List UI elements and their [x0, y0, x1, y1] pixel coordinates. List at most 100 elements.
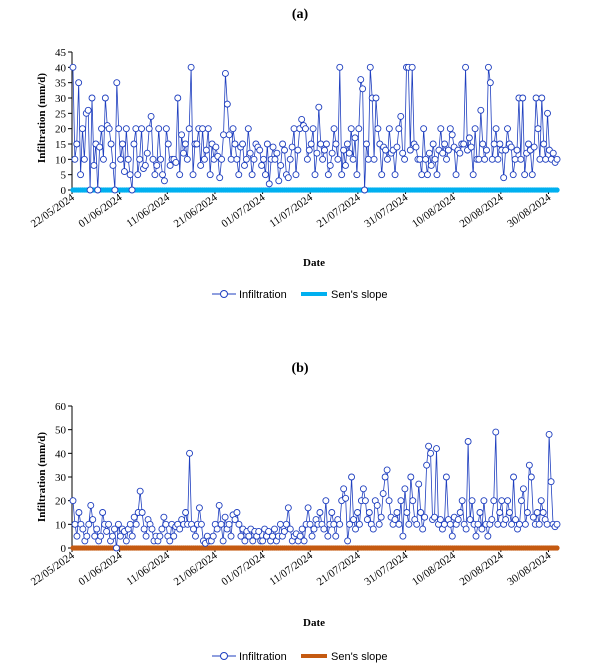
panel-a-infiltration-point	[372, 94, 380, 102]
panel-b-infiltration-point	[195, 504, 203, 512]
panel-b-infiltration-point	[97, 532, 105, 540]
panel-b-infiltration-point	[320, 525, 328, 533]
panel-b-x-tick-label: 30/08/2024	[505, 549, 553, 588]
panel-b-infiltration-point	[190, 525, 197, 533]
panel-a-infiltration-point	[128, 186, 136, 194]
panel-b-infiltration-point	[87, 501, 95, 509]
panel-b-infiltration-point	[421, 513, 429, 521]
panel-a-infiltration-point	[347, 125, 355, 133]
panel-a-x-axis-label: Date	[303, 257, 325, 269]
panel-a-infiltration-point	[479, 140, 487, 148]
panel-b-infiltration-point	[241, 537, 249, 545]
panel-b-infiltration-point	[512, 516, 519, 524]
panel-b-infiltration-point	[132, 520, 140, 528]
panel-a-infiltration-point	[98, 125, 105, 133]
panel-a-infiltration-point	[355, 125, 363, 133]
panel-a-infiltration-point	[193, 140, 201, 148]
panel-b-infiltration-point	[395, 520, 403, 528]
panel-a-y-tick-label: 15	[55, 139, 67, 151]
panel-a-infiltration-point	[422, 155, 429, 163]
panel-b-infiltration-point	[346, 520, 354, 528]
panel-a-infiltration-point	[307, 140, 315, 148]
panel-b-infiltration-point	[227, 532, 235, 540]
panel-a-infiltration-point	[71, 155, 79, 163]
panel-b-infiltration-point	[427, 449, 435, 457]
panel-a-infiltration-point	[397, 112, 405, 120]
panel-a-infiltration-point	[79, 125, 86, 133]
panel-a-infiltration-point	[290, 125, 298, 133]
panel-a-infiltration-point	[343, 140, 351, 148]
panel-b-infiltration-point	[490, 497, 498, 505]
panel-a-infiltration-point	[416, 155, 424, 163]
panel-b-infiltration-point	[539, 509, 547, 516]
panel-a-infiltration-point	[157, 155, 165, 163]
panel-b-y-tick-label: 20	[55, 496, 67, 508]
panel-a-infiltration-point	[427, 162, 435, 169]
panel-b-infiltration-point	[209, 532, 217, 540]
panel-a-infiltration-point	[538, 94, 546, 102]
panel-a-infiltration-point	[370, 155, 378, 163]
panel-a-infiltration-point	[107, 140, 115, 148]
panel-a-infiltration-point	[420, 125, 428, 133]
panel-b-infiltration-point	[356, 520, 363, 528]
panel-a-infiltration-point	[486, 79, 494, 87]
panel-b-infiltration-point	[409, 497, 417, 505]
panel-b-infiltration-point	[425, 442, 433, 450]
panel-b-x-tick-label: 11/07/2024	[267, 549, 315, 588]
panel-a-infiltration-point	[475, 155, 483, 163]
panel-a-infiltration-point	[256, 146, 264, 154]
panel-a-infiltration-point	[315, 103, 323, 111]
panel-b-x-axis-label: Date	[303, 617, 325, 629]
panel-b-infiltration-point	[446, 520, 454, 528]
panel-b-infiltration-point	[89, 516, 97, 524]
panel-b-infiltration-point	[496, 509, 504, 516]
panel-a-infiltration-point	[241, 162, 248, 169]
panel-a-infiltration-point	[212, 143, 220, 151]
panel-a-infiltration-point	[383, 155, 391, 163]
panel-a-infiltration-point	[519, 94, 527, 102]
panel-a-infiltration-point	[115, 125, 123, 133]
panel-b-infiltration-point	[122, 537, 130, 545]
panel-b-infiltration-point	[170, 532, 178, 540]
panel-b-infiltration-point	[136, 487, 144, 495]
panel-a-infiltration-point	[353, 171, 361, 179]
panel-a-infiltration-point	[292, 171, 300, 179]
panel-b-infiltration-point	[245, 532, 253, 540]
panel-a-infiltration-point	[206, 171, 214, 179]
panel-b-x-tick-label: 01/06/2024	[76, 549, 124, 588]
panel-b-infiltration-point	[336, 520, 344, 528]
panel-a-infiltration-point	[382, 146, 389, 154]
panel-a-infiltration-point	[90, 162, 98, 169]
panel-a-infiltration-point	[309, 125, 317, 133]
panel-a-infiltration-point	[239, 140, 247, 148]
panel-a-infiltration-point	[286, 155, 294, 163]
panel-a-infiltration-point	[500, 174, 508, 182]
panel-a-infiltration-point	[119, 140, 126, 148]
panel-a-infiltration-point	[109, 162, 117, 169]
panel-b-infiltration-point	[527, 473, 535, 481]
panel-a-infiltration-point	[462, 63, 470, 71]
panel-b-infiltration-point	[393, 509, 401, 516]
panel-b-infiltration-point	[385, 497, 393, 505]
panel-a-infiltration-point	[481, 155, 489, 163]
panel-a-infiltration-point	[189, 171, 197, 179]
panel-b-infiltration-point	[431, 513, 438, 521]
panel-a-infiltration-point	[204, 125, 212, 133]
panel-a-infiltration-point	[183, 155, 191, 163]
panel-b-infiltration-point	[324, 532, 332, 540]
panel-b-infiltration-point	[310, 525, 318, 533]
panel-a-infiltration-point	[178, 131, 186, 139]
panel-b-infiltration-point	[306, 520, 314, 528]
panel-a-infiltration-point	[130, 140, 138, 148]
panel-b-x-tick-label: 21/07/2024	[315, 549, 363, 588]
panel-b-infiltration-point	[304, 504, 312, 512]
panel-b-infiltration-point	[478, 525, 486, 533]
panel-a-infiltration-point	[84, 106, 92, 114]
panel-b-infiltration-point	[332, 532, 340, 540]
panel-b-infiltration-point	[480, 497, 488, 505]
panel-b-legend: Infiltration Sen's slope	[212, 651, 388, 663]
panel-a-infiltration-point	[391, 171, 399, 179]
panel-b-infiltration-point	[458, 497, 466, 505]
panel-a-infiltration-point	[311, 171, 319, 179]
panel-a-infiltration-point	[429, 140, 437, 148]
